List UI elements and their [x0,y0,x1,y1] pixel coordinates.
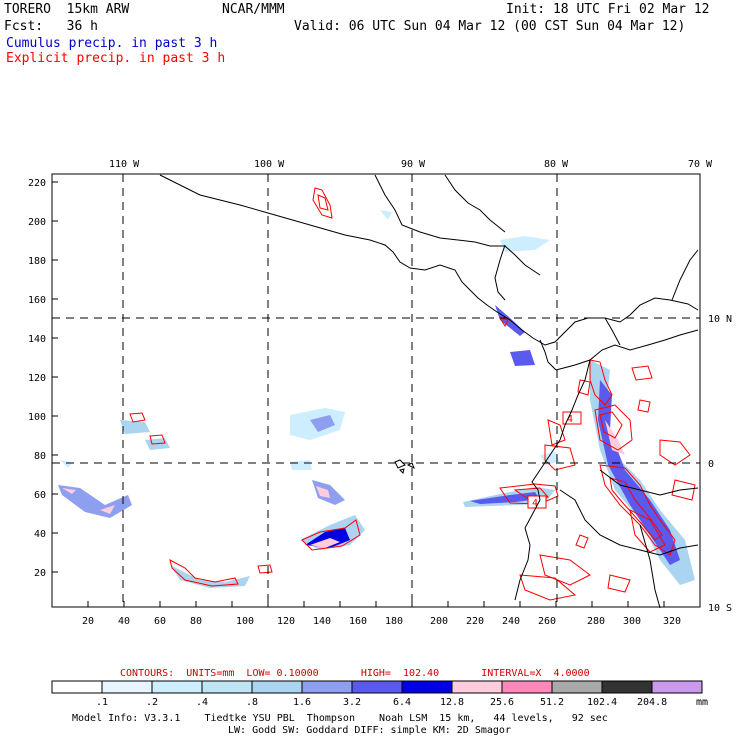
svg-text:160: 160 [28,295,46,306]
init-time: Init: 18 UTC Fri 02 Mar 12 [506,2,710,17]
colorbar-unit: mm [696,697,709,708]
colorbar-swatch [251,680,303,694]
lon-label: 70 W [688,159,713,170]
model-title: TORERO 15km ARW [4,2,130,17]
cumulus-legend: Cumulus precip. in past 3 h [6,36,218,51]
colorbar-swatch [551,680,603,694]
colorbar-swatch [151,680,203,694]
contour-label-1: 4 [567,414,573,425]
colorbar-level: 1.6 [293,697,312,708]
colorbar-level: .4 [196,697,209,708]
svg-text:280: 280 [587,616,605,627]
svg-text:80: 80 [190,616,202,627]
svg-text:20: 20 [34,568,46,579]
colorbar-level: 51.2 [540,697,565,708]
contour-label-2: 4 [532,498,538,509]
svg-text:80: 80 [34,451,46,462]
lon-labels: 110 W 100 W 90 W 80 W 70 W [109,159,713,170]
y-tick-labels: 20 40 60 80 100 120 140 160 180 200 220 [28,178,46,579]
colorbar-swatch [651,680,703,694]
colorbar [51,680,703,694]
explicit-legend: Explicit precip. in past 3 h [6,51,226,66]
colorbar-level: .8 [246,697,259,708]
svg-text:320: 320 [663,616,681,627]
colorbar-swatch [201,680,253,694]
colorbar-level: 102.4 [587,697,618,708]
svg-text:140: 140 [28,334,46,345]
forecast-hour: Fcst: 36 h [4,19,98,34]
tick-marks [52,181,665,607]
svg-text:60: 60 [34,490,46,501]
svg-text:120: 120 [277,616,295,627]
colorbar-level: 12.8 [440,697,465,708]
colorbar-level: .1 [96,697,109,708]
colorbar-swatch [501,680,553,694]
svg-text:260: 260 [538,616,556,627]
lon-label: 110 W [109,159,140,170]
x-tick-labels: 20 40 60 80 100 120 140 160 180 200 220 … [82,616,681,627]
svg-text:140: 140 [313,616,331,627]
svg-text:40: 40 [34,529,46,540]
colorbar-swatch [451,680,503,694]
svg-text:220: 220 [28,178,46,189]
lon-label: 90 W [401,159,426,170]
svg-text:120: 120 [28,373,46,384]
colorbar-swatch [301,680,353,694]
colorbar-level: 3.2 [343,697,362,708]
lon-label: 100 W [254,159,285,170]
svg-text:220: 220 [466,616,484,627]
svg-text:300: 300 [623,616,641,627]
svg-text:180: 180 [28,256,46,267]
svg-text:160: 160 [349,616,367,627]
organization: NCAR/MMM [222,2,285,17]
lat-label: 0 [708,459,714,470]
colorbar-level: 6.4 [393,697,412,708]
lon-label: 80 W [544,159,569,170]
model-info: Model Info: V3.3.1 Tiedtke YSU PBL Thomp… [72,713,608,724]
svg-text:200: 200 [28,217,46,228]
svg-text:60: 60 [154,616,166,627]
colorbar-level: 25.6 [490,697,515,708]
svg-text:20: 20 [82,616,94,627]
lat-label: 10 S [708,603,732,614]
svg-text:100: 100 [236,616,254,627]
colorbar-swatch [401,680,453,694]
svg-text:40: 40 [118,616,130,627]
lat-label: 10 N [708,314,732,325]
coastlines [159,174,699,609]
colorbar-swatch [51,680,103,694]
colorbar-swatch [601,680,653,694]
colorbar-level: 204.8 [637,697,668,708]
colorbar-swatch [351,680,403,694]
explicit-precip [129,187,696,601]
colorbar-level: .2 [146,697,159,708]
colorbar-swatch [101,680,153,694]
svg-text:100: 100 [28,412,46,423]
contour-labels: 4 4 [527,411,582,509]
svg-text:180: 180 [385,616,403,627]
contour-info: CONTOURS: UNITS=mm LOW= 0.10000 HIGH= 10… [120,668,590,679]
physics-info: LW: Godd SW: Goddard DIFF: simple KM: 2D… [228,725,511,736]
svg-text:240: 240 [502,616,520,627]
svg-text:200: 200 [430,616,448,627]
lat-lon-grid [52,174,700,607]
valid-time: Valid: 06 UTC Sun 04 Mar 12 (00 CST Sun … [294,19,686,34]
lat-labels: 10 N 0 10 S [708,314,732,614]
